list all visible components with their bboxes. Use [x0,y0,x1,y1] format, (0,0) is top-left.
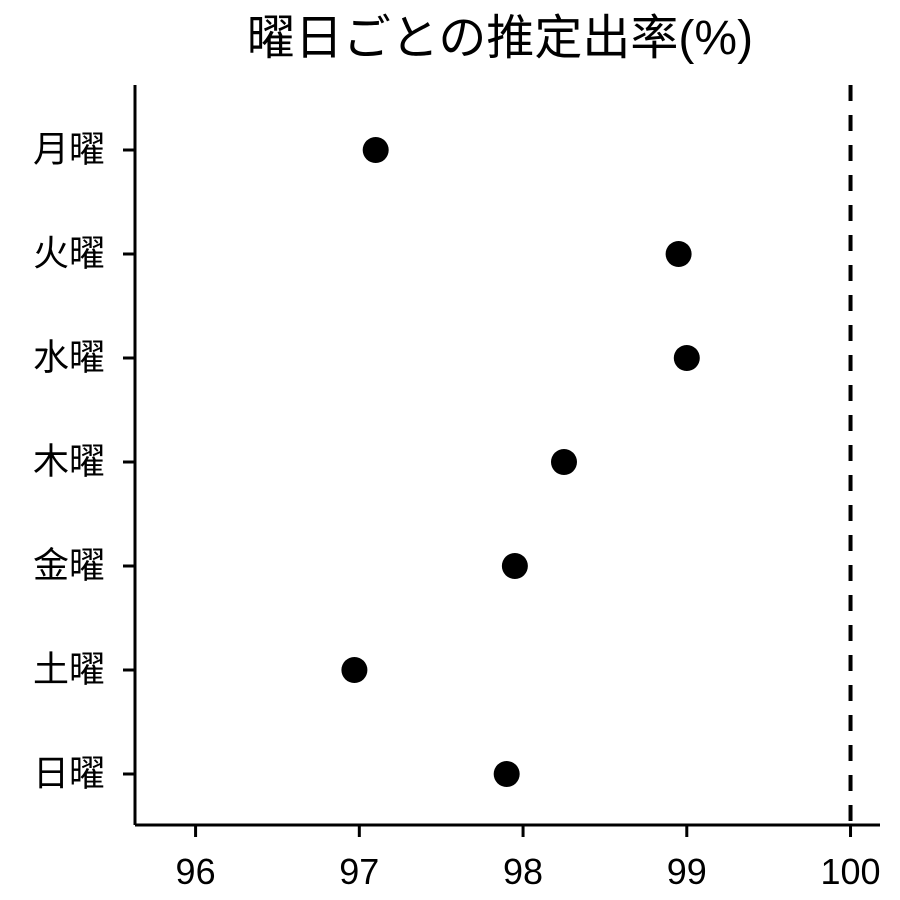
y-tick-label: 月曜 [33,129,105,170]
x-tick-label: 96 [176,851,216,892]
chart-svg: 曜日ごとの推定出率(%) 96 97 98 99 100 月曜火曜水曜木曜金曜土曜日曜 [0,0,900,900]
y-tick-label: 火曜 [33,233,105,274]
y-tick-label: 日曜 [33,753,105,794]
y-tick-label: 金曜 [33,545,105,586]
y-tick-label: 木曜 [33,441,105,482]
x-tick-label: 99 [667,851,707,892]
data-point [494,761,520,787]
y-tick-label: 水曜 [33,337,105,378]
data-point [341,657,367,683]
data-point [363,137,389,163]
chart-container: 曜日ごとの推定出率(%) 96 97 98 99 100 月曜火曜水曜木曜金曜土曜日曜 [0,0,900,900]
x-tick-label: 98 [503,851,543,892]
x-tick-label: 97 [339,851,379,892]
data-point [674,345,700,371]
data-point [551,449,577,475]
data-point [666,241,692,267]
data-point [502,553,528,579]
x-tick-label: 100 [820,851,880,892]
y-tick-label: 土曜 [33,649,105,690]
chart-title: 曜日ごとの推定出率(%) [247,12,753,65]
